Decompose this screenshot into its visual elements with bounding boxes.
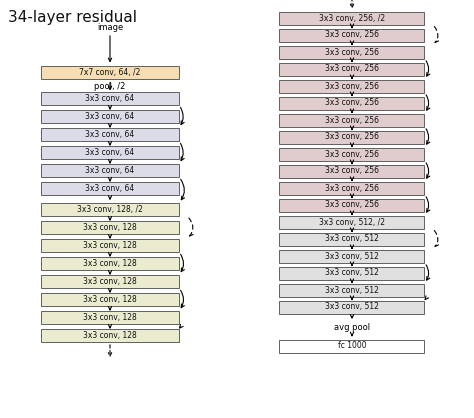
FancyBboxPatch shape (280, 28, 425, 41)
FancyArrowPatch shape (181, 179, 184, 200)
FancyBboxPatch shape (280, 63, 425, 76)
Text: 3x3 conv, 256: 3x3 conv, 256 (325, 201, 379, 209)
FancyBboxPatch shape (280, 199, 425, 212)
FancyArrowPatch shape (181, 290, 184, 308)
FancyBboxPatch shape (280, 339, 425, 352)
Text: 3x3 conv, 256: 3x3 conv, 256 (325, 99, 379, 107)
FancyBboxPatch shape (41, 311, 179, 324)
Text: fc 1000: fc 1000 (337, 342, 366, 351)
FancyArrowPatch shape (426, 163, 430, 178)
FancyBboxPatch shape (41, 329, 179, 342)
Text: 3x3 conv, 512: 3x3 conv, 512 (325, 285, 379, 295)
FancyArrowPatch shape (426, 61, 430, 76)
Text: 3x3 conv, 256: 3x3 conv, 256 (325, 48, 379, 56)
Text: 3x3 conv, 128: 3x3 conv, 128 (83, 313, 137, 322)
FancyBboxPatch shape (280, 114, 425, 127)
FancyArrowPatch shape (180, 324, 183, 328)
Text: 3x3 conv, 64: 3x3 conv, 64 (85, 148, 135, 157)
FancyBboxPatch shape (41, 257, 179, 270)
FancyArrowPatch shape (434, 27, 438, 43)
Text: 3x3 conv, 256: 3x3 conv, 256 (325, 64, 379, 74)
Text: image: image (97, 23, 123, 33)
Text: 3x3 conv, 64: 3x3 conv, 64 (85, 184, 135, 193)
Text: 3x3 conv, 256, /2: 3x3 conv, 256, /2 (319, 13, 385, 23)
FancyBboxPatch shape (280, 165, 425, 178)
FancyBboxPatch shape (41, 293, 179, 306)
FancyBboxPatch shape (41, 275, 179, 288)
FancyBboxPatch shape (280, 12, 425, 25)
Text: 3x3 conv, 64: 3x3 conv, 64 (85, 130, 135, 139)
FancyArrowPatch shape (426, 129, 430, 144)
Text: 3x3 conv, 256: 3x3 conv, 256 (325, 184, 379, 193)
FancyBboxPatch shape (41, 146, 179, 159)
Text: 3x3 conv, 256: 3x3 conv, 256 (325, 31, 379, 39)
FancyBboxPatch shape (280, 181, 425, 194)
FancyArrowPatch shape (426, 95, 430, 110)
FancyArrowPatch shape (426, 265, 430, 280)
FancyArrowPatch shape (425, 296, 428, 300)
Text: 3x3 conv, 256: 3x3 conv, 256 (325, 150, 379, 158)
FancyBboxPatch shape (280, 97, 425, 110)
Text: 3x3 conv, 512: 3x3 conv, 512 (325, 303, 379, 311)
Text: 3x3 conv, 128: 3x3 conv, 128 (83, 241, 137, 250)
Text: 3x3 conv, 256: 3x3 conv, 256 (325, 133, 379, 142)
Text: 7x7 conv, 64, /2: 7x7 conv, 64, /2 (79, 67, 141, 76)
Text: 3x3 conv, 256: 3x3 conv, 256 (325, 115, 379, 125)
FancyArrowPatch shape (181, 254, 184, 272)
Text: 3x3 conv, 128: 3x3 conv, 128 (83, 331, 137, 340)
FancyArrowPatch shape (181, 107, 184, 125)
Text: 3x3 conv, 512: 3x3 conv, 512 (325, 268, 379, 278)
Text: 3x3 conv, 256: 3x3 conv, 256 (325, 166, 379, 176)
Text: pool, /2: pool, /2 (94, 82, 126, 91)
Text: 3x3 conv, 128: 3x3 conv, 128 (83, 223, 137, 232)
FancyBboxPatch shape (280, 148, 425, 161)
FancyBboxPatch shape (41, 92, 179, 105)
Text: 34-layer residual: 34-layer residual (8, 10, 137, 25)
FancyBboxPatch shape (41, 221, 179, 234)
Text: 3x3 conv, 128: 3x3 conv, 128 (83, 277, 137, 286)
FancyBboxPatch shape (280, 301, 425, 314)
Text: 3x3 conv, 512, /2: 3x3 conv, 512, /2 (319, 217, 385, 227)
FancyArrowPatch shape (181, 143, 184, 161)
FancyBboxPatch shape (41, 203, 179, 216)
Text: 3x3 conv, 128: 3x3 conv, 128 (83, 295, 137, 304)
FancyBboxPatch shape (41, 66, 179, 79)
Text: 3x3 conv, 512: 3x3 conv, 512 (325, 252, 379, 260)
Text: 3x3 conv, 128, /2: 3x3 conv, 128, /2 (77, 205, 143, 214)
Text: 3x3 conv, 64: 3x3 conv, 64 (85, 112, 135, 121)
FancyBboxPatch shape (280, 283, 425, 296)
FancyBboxPatch shape (280, 130, 425, 143)
Text: 3x3 conv, 64: 3x3 conv, 64 (85, 166, 135, 175)
Text: avg pool: avg pool (334, 323, 370, 331)
FancyBboxPatch shape (280, 267, 425, 280)
FancyBboxPatch shape (41, 239, 179, 252)
FancyBboxPatch shape (280, 46, 425, 59)
Text: 3x3 conv, 512: 3x3 conv, 512 (325, 234, 379, 244)
FancyBboxPatch shape (280, 232, 425, 245)
Text: 3x3 conv, 256: 3x3 conv, 256 (325, 82, 379, 91)
FancyArrowPatch shape (426, 197, 430, 212)
Text: 3x3 conv, 64: 3x3 conv, 64 (85, 94, 135, 103)
FancyBboxPatch shape (41, 128, 179, 141)
FancyArrowPatch shape (434, 231, 438, 247)
FancyBboxPatch shape (280, 216, 425, 229)
Text: 3x3 conv, 128: 3x3 conv, 128 (83, 259, 137, 268)
FancyBboxPatch shape (280, 250, 425, 263)
FancyBboxPatch shape (41, 164, 179, 177)
FancyArrowPatch shape (189, 218, 193, 236)
FancyBboxPatch shape (41, 110, 179, 123)
FancyBboxPatch shape (41, 182, 179, 195)
FancyBboxPatch shape (280, 79, 425, 92)
